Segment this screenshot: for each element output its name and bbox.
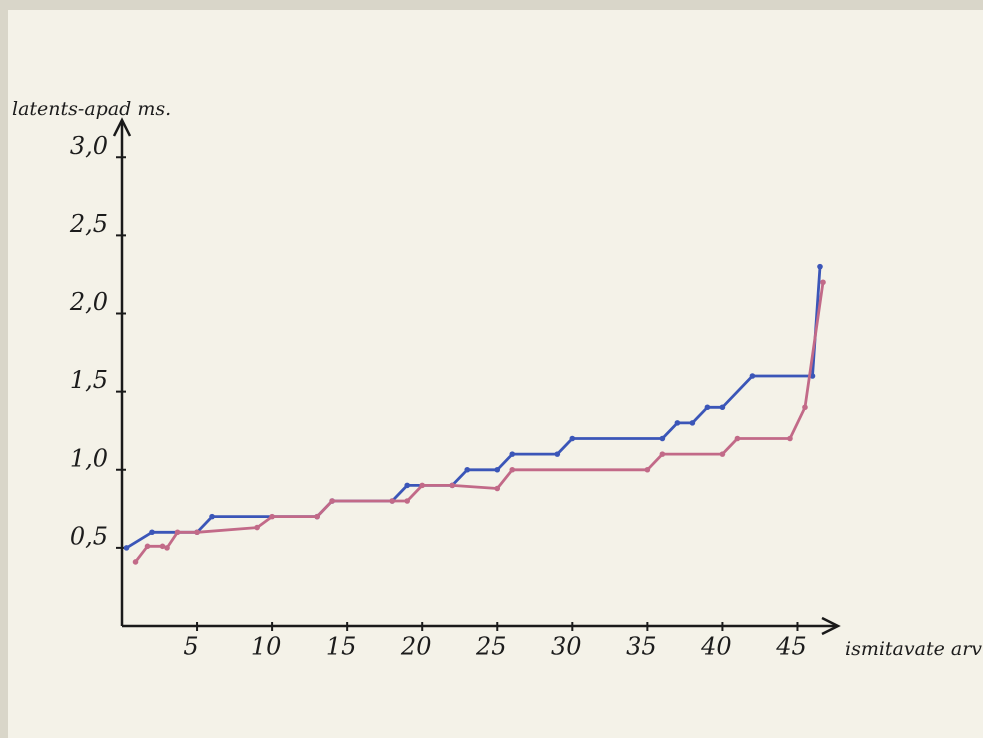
point (690, 420, 696, 426)
point (419, 483, 425, 489)
page: latents-apad ms. ismitavate arv 0,5 1,0 1,… (0, 0, 983, 738)
point (449, 483, 455, 489)
point (404, 498, 410, 504)
x-tick-label: 35 (626, 633, 657, 661)
point (133, 559, 139, 565)
point (645, 467, 651, 473)
point (389, 498, 395, 504)
point (509, 467, 515, 473)
point (787, 436, 793, 442)
point (164, 545, 170, 551)
point (124, 545, 130, 551)
point (555, 451, 561, 457)
point (705, 404, 711, 410)
point (269, 514, 275, 520)
x-tick-label: 45 (775, 633, 807, 661)
x-tick-label: 30 (551, 633, 582, 661)
chart: latents-apad ms. ismitavate arv 0,5 1,0 1,… (0, 0, 983, 738)
point (817, 264, 823, 270)
point (404, 483, 410, 489)
y-tick-label: 1,5 (70, 366, 108, 394)
point (820, 279, 826, 285)
point (145, 544, 151, 550)
point (570, 436, 576, 442)
point (314, 514, 320, 520)
point (735, 436, 741, 442)
y-tick-label: 1,0 (70, 444, 108, 472)
point (802, 404, 808, 410)
x-tick-label: 40 (700, 633, 732, 661)
x-tick-label: 25 (475, 633, 507, 661)
point (660, 451, 666, 457)
x-tick-label: 5 (183, 633, 198, 661)
x-tick-label: 15 (326, 633, 357, 661)
point (509, 451, 515, 457)
x-axis-label: ismitavate arv (845, 638, 982, 660)
point (149, 529, 155, 535)
y-tick-label: 3,0 (70, 132, 108, 160)
y-tick-label: 2,5 (69, 210, 108, 238)
y-axis-label: latents-apad ms. (12, 98, 171, 120)
y-tick-label: 0,5 (70, 522, 108, 550)
point (750, 373, 756, 379)
point (675, 420, 681, 426)
point (209, 514, 215, 520)
point (194, 529, 200, 535)
point (720, 404, 726, 410)
point (494, 486, 500, 492)
y-tick-label: 2,0 (69, 288, 108, 316)
point (175, 529, 181, 535)
point (494, 467, 500, 473)
point (254, 525, 260, 531)
point (660, 436, 666, 442)
x-tick-label: 10 (251, 633, 282, 661)
x-tick-label: 20 (400, 633, 432, 661)
point (720, 451, 726, 457)
point (329, 498, 335, 504)
point (464, 467, 470, 473)
